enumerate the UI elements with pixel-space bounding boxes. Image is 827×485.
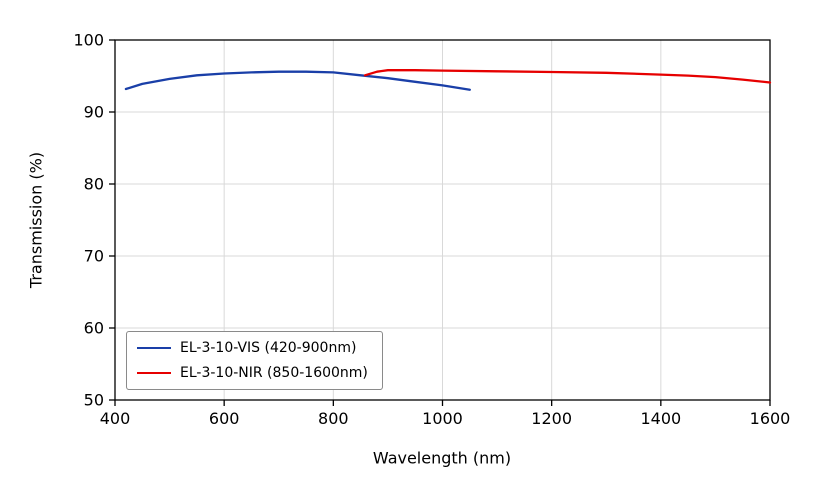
legend: EL-3-10-VIS (420-900nm) EL-3-10-NIR (850… [126,331,383,390]
legend-label-nir: EL-3-10-NIR (850-1600nm) [180,365,368,381]
legend-entry-vis: EL-3-10-VIS (420-900nm) [137,340,368,356]
x-tick-label: 1400 [640,409,681,428]
x-tick-label: 1200 [531,409,572,428]
y-tick-label: 100 [73,31,104,50]
y-tick-label: 70 [84,247,104,266]
y-tick-label: 80 [84,175,104,194]
legend-line-vis-icon [137,347,171,349]
x-tick-label: 1000 [422,409,463,428]
x-tick-label: 400 [100,409,131,428]
x-tick-label: 800 [318,409,349,428]
legend-line-nir-icon [137,372,171,374]
x-axis-label: Wavelength (nm) [372,448,512,468]
legend-label-vis: EL-3-10-VIS (420-900nm) [180,340,357,356]
x-tick-label: 1600 [750,409,791,428]
y-tick-label: 50 [84,391,104,410]
y-tick-label: 90 [84,103,104,122]
y-axis-label: Transmission (%) [26,151,46,289]
x-tick-label: 600 [209,409,240,428]
y-tick-label: 60 [84,319,104,338]
legend-entry-nir: EL-3-10-NIR (850-1600nm) [137,365,368,381]
series-line-0 [124,70,471,91]
series-line-1 [363,69,772,84]
